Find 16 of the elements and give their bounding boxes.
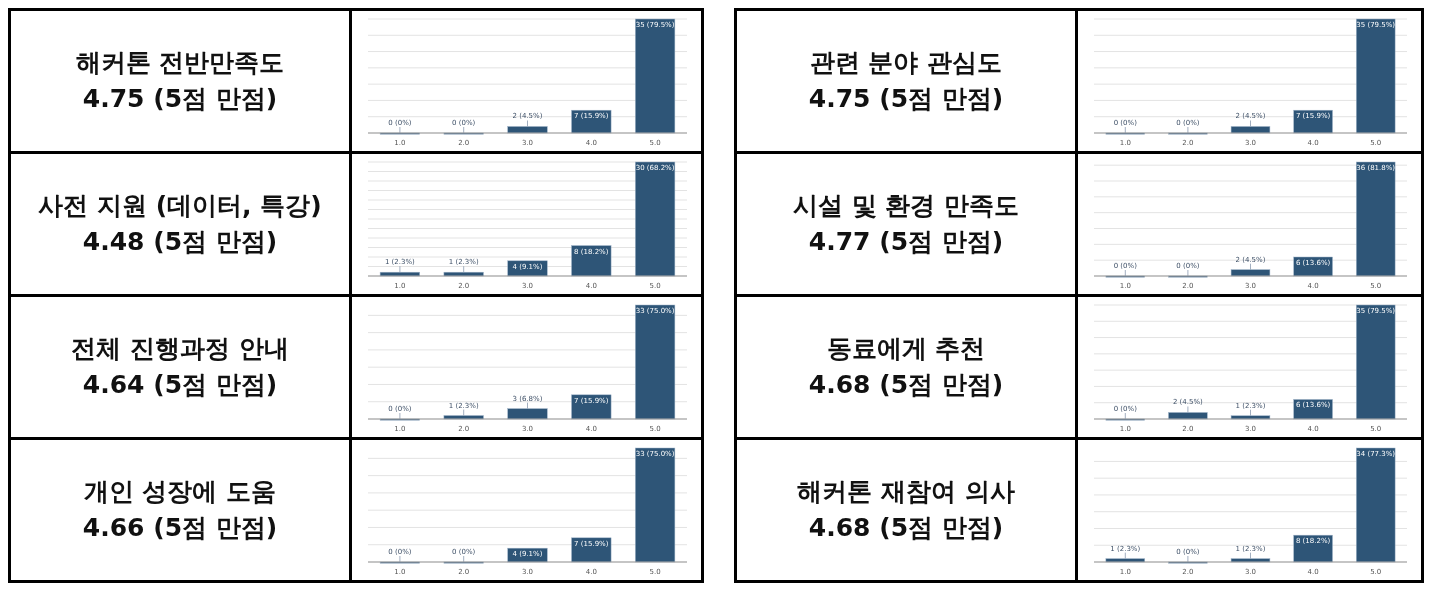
- text: 관련 분야 관심도: [809, 46, 1003, 79]
- text: 4.68 (5점 만점): [808, 512, 1004, 544]
- text: 4.66 (5점 만점): [82, 512, 278, 544]
- text: 시설 및 환경 만족도: [792, 189, 1020, 222]
- text: 해커톤 전반만족도: [75, 46, 285, 79]
- text: 개인 성장에 도움: [83, 475, 277, 508]
- text: 전체 진행과정 안내: [71, 332, 289, 365]
- text: 4.75 (5점 만점): [82, 83, 278, 115]
- text: 동료에게 추천: [826, 332, 986, 365]
- text: 4.64 (5점 만점): [82, 369, 278, 401]
- text: 4.68 (5점 만점): [808, 369, 1004, 401]
- text: 4.48 (5점 만점): [82, 226, 278, 258]
- text: 해커톤 재참여 의사: [797, 475, 1015, 508]
- text: 사전 지원 (데이터, 특강): [38, 189, 322, 222]
- text: 4.75 (5점 만점): [808, 83, 1004, 115]
- text: 4.77 (5점 만점): [808, 226, 1004, 258]
